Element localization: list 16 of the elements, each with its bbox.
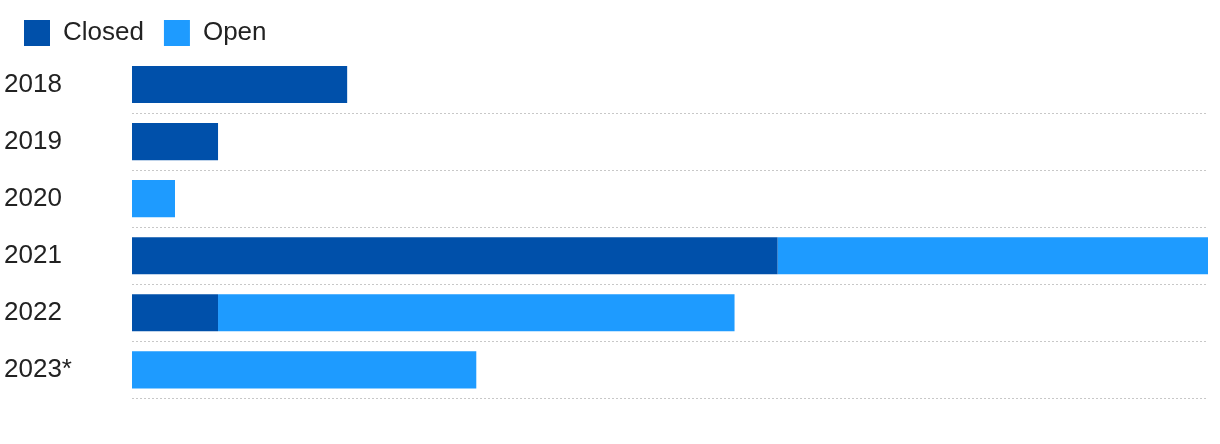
y-tick-label: 2021 — [4, 238, 62, 269]
legend-label: Closed — [63, 16, 144, 47]
bar — [131, 123, 219, 161]
bar — [131, 237, 778, 275]
bar — [131, 65, 348, 104]
bar — [777, 237, 1208, 275]
bar — [131, 351, 477, 389]
y-tick-label: 2018 — [4, 67, 62, 98]
y-tick-label: 2023* — [4, 353, 72, 384]
y-tick-label: 2020 — [4, 181, 62, 212]
y-tick-label: 2019 — [4, 124, 62, 155]
bar — [218, 294, 735, 332]
legend-label: Open — [202, 16, 267, 47]
bar — [131, 294, 219, 332]
y-tick-label: 2022 — [4, 295, 62, 326]
bar — [131, 180, 175, 218]
